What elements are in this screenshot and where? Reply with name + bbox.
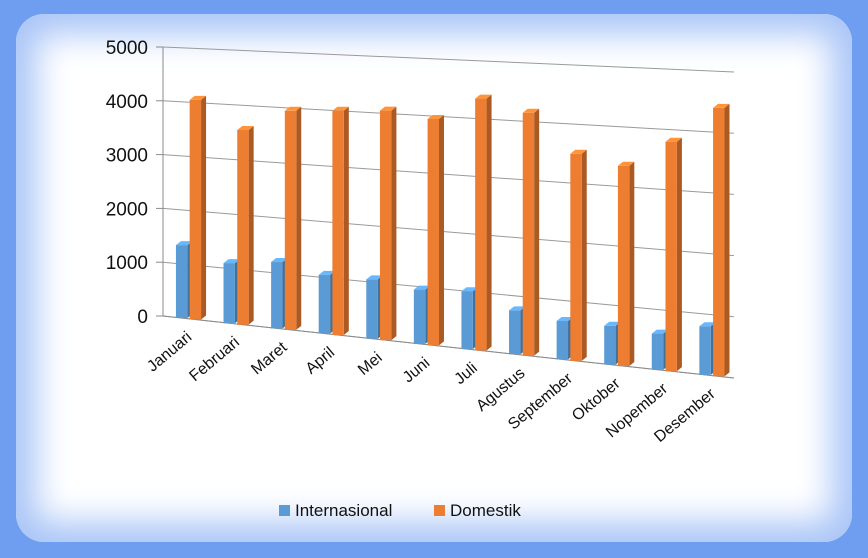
bar-domestik xyxy=(523,109,539,356)
bar-domestik xyxy=(475,95,491,351)
y-tick-label: 0 xyxy=(137,307,148,328)
bars xyxy=(176,95,730,377)
x-axis-line xyxy=(163,316,734,378)
y-tick-label: 3000 xyxy=(106,146,148,167)
y-tick-labels: 0 1000 2000 3000 4000 5000 xyxy=(106,38,148,328)
bar-domestik xyxy=(570,150,586,361)
bar-domestik xyxy=(237,126,253,325)
bar-domestik xyxy=(713,104,729,376)
x-tick-label: Maret xyxy=(248,339,291,379)
legend-label-internasional: Internasional xyxy=(295,501,392,520)
x-tick-label: Juni xyxy=(400,354,433,386)
bar-domestik xyxy=(190,96,206,320)
legend-swatch-internasional xyxy=(279,505,290,516)
legend-label-domestik: Domestik xyxy=(450,501,521,520)
legend-swatch-domestik xyxy=(434,505,445,516)
bar-domestik xyxy=(428,115,444,345)
bar-domestik xyxy=(380,107,396,341)
x-tick-label: April xyxy=(303,344,338,378)
x-tick-label: Juli xyxy=(452,360,481,388)
x-tick-label: Januari xyxy=(144,329,195,376)
x-tick-label: Mei xyxy=(355,349,386,379)
y-tick-label: 5000 xyxy=(106,38,148,59)
y-tick-label: 1000 xyxy=(106,253,148,274)
bar-domestik xyxy=(618,162,634,366)
bar-domestik xyxy=(665,138,681,371)
legend: Internasional Domestik xyxy=(279,501,521,520)
gridline xyxy=(163,47,734,72)
y-tick-label: 4000 xyxy=(106,92,148,113)
bar-domestik xyxy=(332,107,348,335)
y-tick-label: 2000 xyxy=(106,199,148,220)
bar-domestik xyxy=(285,107,301,330)
